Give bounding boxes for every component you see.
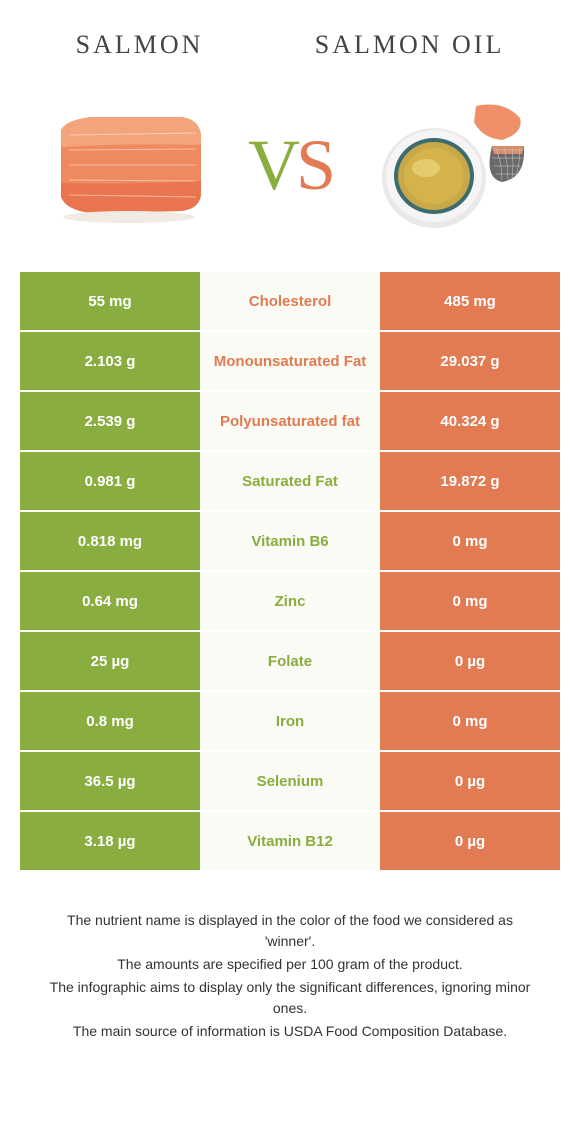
nutrient-name: Zinc (200, 572, 380, 630)
left-value: 55 mg (20, 272, 200, 330)
table-row: 2.539 gPolyunsaturated fat40.324 g (20, 390, 560, 450)
table-row: 0.981 gSaturated Fat19.872 g (20, 450, 560, 510)
left-value: 0.818 mg (20, 512, 200, 570)
table-row: 36.5 µgSelenium0 µg (20, 750, 560, 810)
left-value: 36.5 µg (20, 752, 200, 810)
right-value: 0 mg (380, 512, 560, 570)
table-row: 2.103 gMonounsaturated Fat29.037 g (20, 330, 560, 390)
right-value: 485 mg (380, 272, 560, 330)
salmon-image (51, 98, 206, 233)
vs-s: S (296, 125, 332, 205)
nutrient-name: Selenium (200, 752, 380, 810)
right-value: 19.872 g (380, 452, 560, 510)
right-value: 0 µg (380, 632, 560, 690)
left-value: 3.18 µg (20, 812, 200, 870)
nutrient-name: Iron (200, 692, 380, 750)
salmon-oil-image (374, 98, 529, 233)
right-value: 0 mg (380, 692, 560, 750)
left-value: 0.64 mg (20, 572, 200, 630)
footer-line: The amounts are specified per 100 gram o… (40, 954, 540, 975)
left-value: 2.539 g (20, 392, 200, 450)
title-left: SALMON (76, 30, 204, 60)
right-value: 40.324 g (380, 392, 560, 450)
comparison-table: 55 mgCholesterol485 mg2.103 gMonounsatur… (20, 270, 560, 870)
right-value: 0 mg (380, 572, 560, 630)
table-row: 0.818 mgVitamin B60 mg (20, 510, 560, 570)
left-value: 0.8 mg (20, 692, 200, 750)
nutrient-name: Vitamin B12 (200, 812, 380, 870)
footer-line: The infographic aims to display only the… (40, 977, 540, 1019)
nutrient-name: Cholesterol (200, 272, 380, 330)
right-value: 29.037 g (380, 332, 560, 390)
nutrient-name: Saturated Fat (200, 452, 380, 510)
left-value: 0.981 g (20, 452, 200, 510)
nutrient-name: Polyunsaturated fat (200, 392, 380, 450)
table-row: 0.64 mgZinc0 mg (20, 570, 560, 630)
nutrient-name: Folate (200, 632, 380, 690)
footer-line: The nutrient name is displayed in the co… (40, 910, 540, 952)
vs-label: VS (248, 124, 332, 207)
footer-line: The main source of information is USDA F… (40, 1021, 540, 1042)
hero: VS (0, 70, 580, 270)
table-row: 0.8 mgIron0 mg (20, 690, 560, 750)
nutrient-name: Vitamin B6 (200, 512, 380, 570)
table-row: 55 mgCholesterol485 mg (20, 270, 560, 330)
right-value: 0 µg (380, 752, 560, 810)
nutrient-name: Monounsaturated Fat (200, 332, 380, 390)
table-row: 3.18 µgVitamin B120 µg (20, 810, 560, 870)
vs-v: V (248, 125, 296, 205)
footer-notes: The nutrient name is displayed in the co… (0, 870, 580, 1042)
left-value: 2.103 g (20, 332, 200, 390)
left-value: 25 µg (20, 632, 200, 690)
header: SALMON SALMON OIL (0, 0, 580, 70)
right-value: 0 µg (380, 812, 560, 870)
table-row: 25 µgFolate0 µg (20, 630, 560, 690)
title-right: SALMON OIL (315, 30, 505, 60)
